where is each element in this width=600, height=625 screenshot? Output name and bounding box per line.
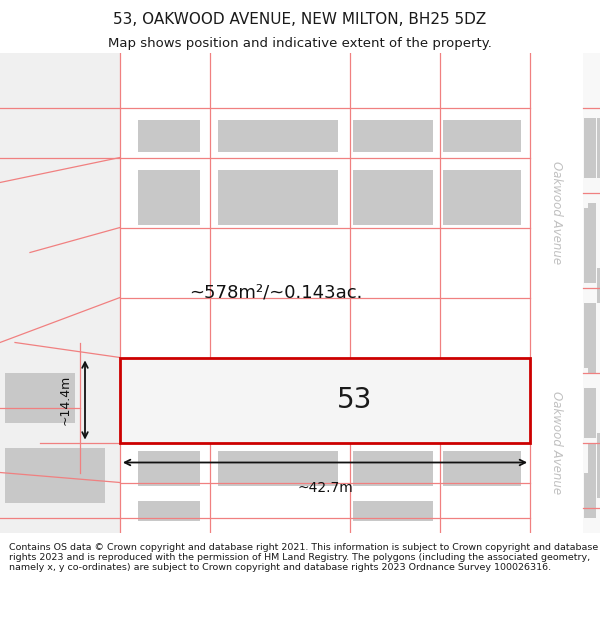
Bar — [597, 432, 600, 498]
Text: Contains OS data © Crown copyright and database right 2021. This information is : Contains OS data © Crown copyright and d… — [9, 542, 598, 572]
Bar — [584, 118, 596, 178]
Bar — [138, 119, 200, 151]
Bar — [0, 52, 120, 532]
Bar — [218, 169, 338, 224]
Bar — [584, 302, 596, 368]
Bar — [530, 52, 583, 532]
Text: Oakwood Avenue: Oakwood Avenue — [550, 391, 563, 494]
Bar — [588, 442, 596, 503]
Text: Map shows position and indicative extent of the property.: Map shows position and indicative extent… — [108, 37, 492, 50]
Bar — [5, 448, 105, 503]
Bar — [353, 119, 433, 151]
Bar — [583, 52, 600, 532]
Bar — [120, 357, 530, 442]
Bar — [443, 451, 521, 486]
Bar — [5, 372, 75, 423]
Bar — [584, 472, 596, 518]
Bar — [138, 451, 200, 486]
Bar — [218, 119, 338, 151]
Bar — [584, 388, 596, 438]
Text: 53: 53 — [337, 386, 373, 414]
Text: 53, OAKWOOD AVENUE, NEW MILTON, BH25 5DZ: 53, OAKWOOD AVENUE, NEW MILTON, BH25 5DZ — [113, 11, 487, 26]
Bar — [138, 501, 200, 521]
Bar — [597, 118, 600, 178]
Text: ~42.7m: ~42.7m — [297, 481, 353, 494]
Bar — [597, 268, 600, 302]
Bar — [584, 208, 596, 282]
Bar — [443, 119, 521, 151]
Text: ~578m²/~0.143ac.: ~578m²/~0.143ac. — [189, 284, 362, 301]
Text: ~14.4m: ~14.4m — [59, 375, 71, 425]
Bar — [218, 451, 338, 486]
Bar — [588, 202, 596, 282]
Bar — [353, 169, 433, 224]
Bar — [588, 122, 596, 152]
Bar — [353, 451, 433, 486]
Bar — [588, 308, 596, 372]
Bar — [443, 169, 521, 224]
Bar — [138, 169, 200, 224]
Text: Oakwood Avenue: Oakwood Avenue — [550, 161, 563, 264]
Bar — [353, 501, 433, 521]
